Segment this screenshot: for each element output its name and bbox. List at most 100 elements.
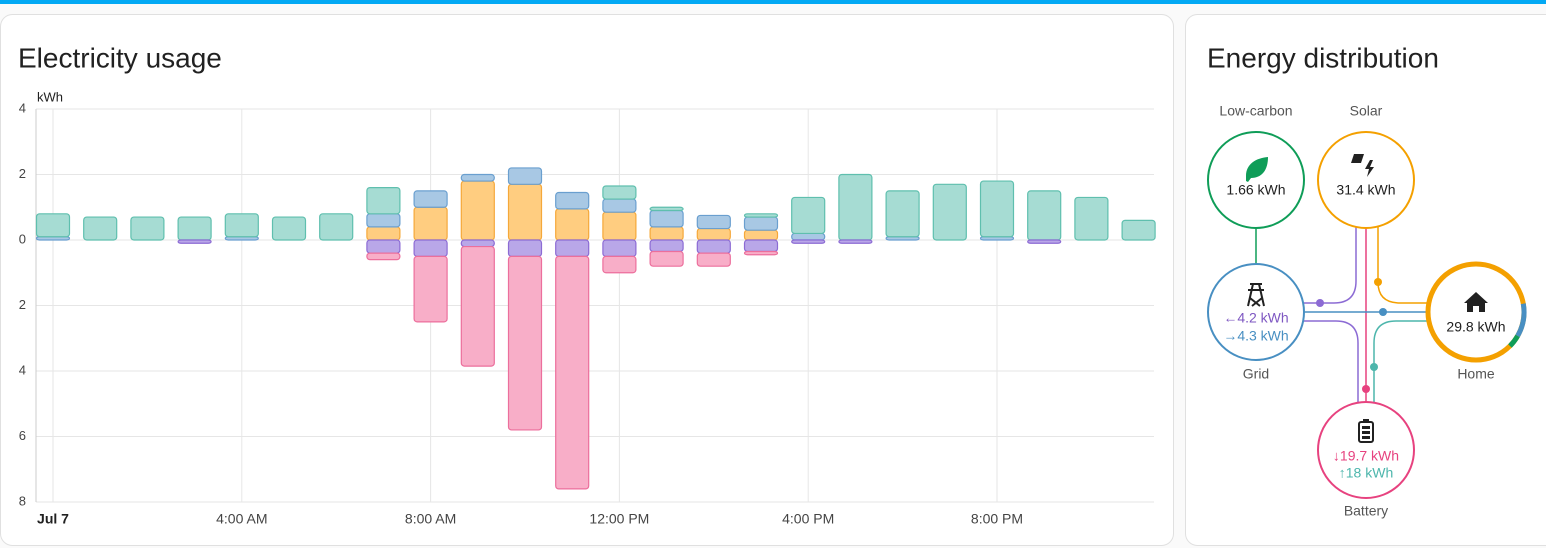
bar-segment: [460, 239, 495, 248]
bar-segment: [1074, 196, 1109, 241]
node-label: Low-carbon: [1219, 103, 1292, 119]
y-tick-label: 4: [19, 362, 26, 377]
bar-segment: [602, 185, 637, 200]
bar-segment: [1027, 239, 1062, 244]
battery-node[interactable]: [1317, 401, 1415, 499]
bar-segment: [838, 173, 873, 241]
leaf-icon: [1246, 157, 1268, 182]
x-tick-label: 4:00 AM: [216, 511, 267, 527]
bar-segment: [743, 250, 779, 256]
flow-dots: [1316, 278, 1387, 393]
bar-segment: [507, 239, 543, 257]
bar-segment: [1027, 190, 1062, 241]
bar-segment: [696, 227, 731, 241]
bar-segment: [130, 216, 165, 241]
node-label: Battery: [1344, 503, 1388, 519]
x-tick-label: 8:00 AM: [405, 511, 456, 527]
bar-segment: [885, 190, 920, 238]
bar-segment: [602, 255, 637, 274]
bar-segment: [602, 211, 637, 241]
flow-line: [1304, 320, 1359, 402]
top-bar: [0, 0, 1546, 4]
flow-dot: [1370, 363, 1378, 371]
bar-segment: [366, 252, 401, 261]
bar-segment: [696, 239, 731, 254]
home-icon: [1464, 292, 1488, 312]
bar-segment: [649, 209, 684, 228]
bar-segment: [319, 213, 354, 241]
bar-segment: [460, 245, 495, 367]
y-tick-label: 8: [19, 493, 26, 508]
bar-segment: [83, 216, 118, 241]
bar-segment: [177, 239, 212, 244]
bar-segment: [932, 183, 967, 241]
bar-segment: [696, 252, 731, 267]
bar-segment: [743, 229, 779, 241]
bar-segment: [460, 180, 495, 241]
solar-icon: [1351, 154, 1374, 177]
x-tick-label: Jul 7: [37, 511, 69, 527]
x-tick-label: 8:00 PM: [971, 511, 1023, 527]
flow-dot: [1379, 308, 1387, 316]
bar-segment: [366, 213, 401, 228]
bar-segment: [366, 187, 401, 215]
bar-segment: [791, 196, 826, 235]
bar-segment: [649, 206, 684, 212]
y-tick-label: 4: [19, 100, 26, 115]
bar-segment: [743, 213, 779, 218]
plot: 4 2 0 2 4 6 8 Jul 7 4:00 AM 8:00 AM 12:00 PM 4:00 P…: [19, 100, 1156, 527]
bar-segment: [791, 239, 826, 244]
bar-segment: [413, 206, 448, 241]
node-label: Home: [1457, 366, 1495, 382]
node-value: ↑18 kWh: [1339, 465, 1393, 481]
bar-segment: [838, 239, 873, 244]
y-tick-label: 0: [19, 231, 26, 246]
bar-segment: [555, 255, 590, 490]
bar-segment: [555, 191, 590, 210]
bar-segment: [1121, 219, 1156, 241]
flow-line: [1304, 226, 1357, 304]
grid-node[interactable]: [1207, 263, 1305, 361]
tower-icon: [1247, 283, 1265, 307]
flow-dot: [1316, 299, 1324, 307]
bar-segment: [460, 173, 495, 182]
card-title: Energy distribution: [1207, 42, 1439, 73]
flow-dot: [1362, 385, 1370, 393]
bar-segment: [649, 226, 684, 241]
node-value: 29.8 kWh: [1446, 319, 1505, 335]
y-tick-label: 2: [19, 166, 26, 181]
y-axis-label: kWh: [37, 89, 63, 104]
node-label: Grid: [1243, 366, 1269, 382]
y-tick-label: 6: [19, 428, 26, 443]
bar-segment: [555, 208, 590, 241]
bar-segment: [791, 232, 826, 241]
bar-segment: [177, 216, 212, 241]
bar-segment: [413, 190, 448, 208]
node-value: 1.66 kWh: [1226, 182, 1285, 198]
node-value: ↓19.7 kWh: [1333, 448, 1399, 464]
node-value: →4.3 kWh: [1223, 328, 1288, 344]
bar-segment: [507, 255, 543, 431]
y-tick-label: 2: [19, 297, 26, 312]
bar-segment: [413, 255, 448, 323]
bar-segment: [649, 250, 684, 267]
node-value: ←4.2 kWh: [1223, 310, 1288, 326]
bar-segment: [649, 239, 684, 253]
home-ring-segment: [1508, 334, 1520, 348]
bar-segment: [555, 239, 590, 257]
solar-node[interactable]: [1317, 131, 1415, 229]
bar-segment: [602, 198, 637, 213]
bar-segment: [271, 216, 307, 241]
x-tick-label: 12:00 PM: [589, 511, 649, 527]
bar-segment: [743, 239, 779, 253]
bar-segment: [413, 239, 448, 257]
home-ring-segment: [1515, 303, 1527, 338]
bar-segment: [35, 213, 71, 238]
x-tick-label: 4:00 PM: [782, 511, 834, 527]
bar-segment: [696, 214, 731, 230]
bar-segment: [507, 183, 543, 241]
low-carbon-node[interactable]: [1207, 131, 1305, 229]
flow-dot: [1374, 278, 1382, 286]
bar-segment: [366, 226, 401, 241]
